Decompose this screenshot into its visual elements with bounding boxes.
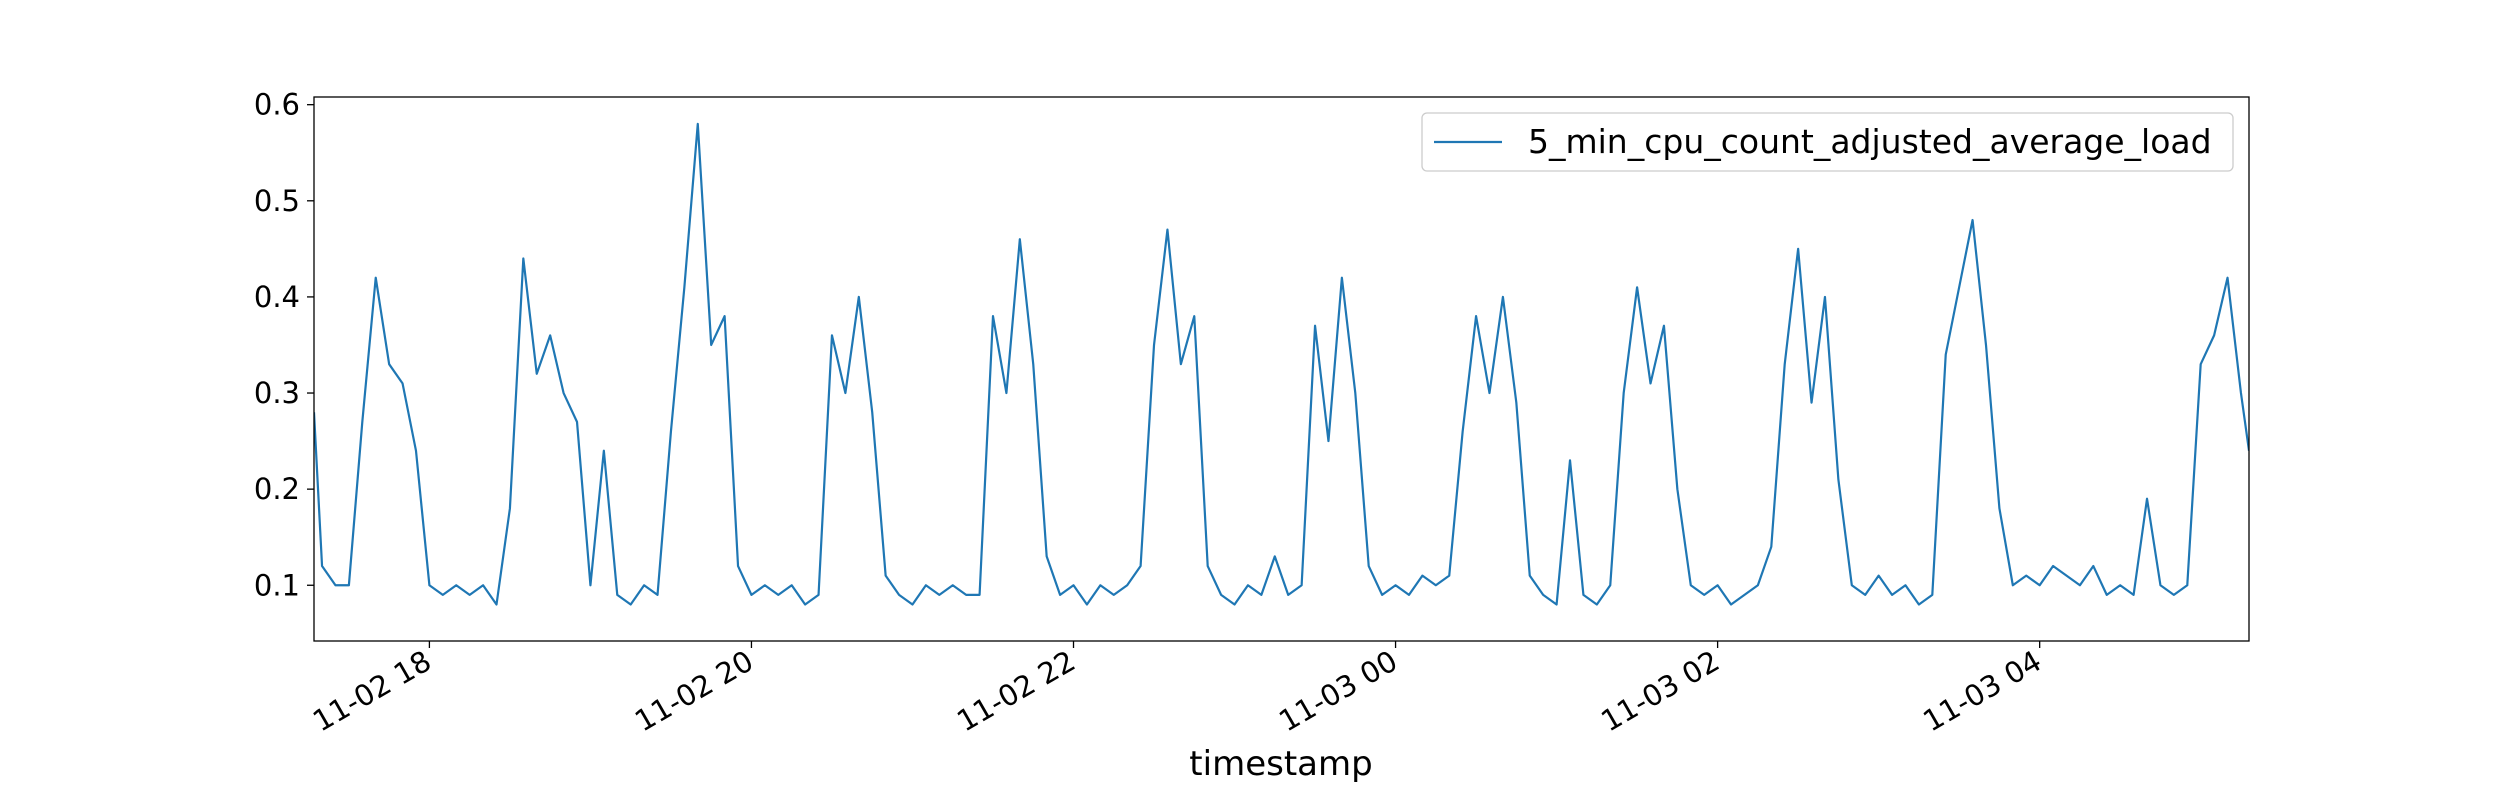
legend-box	[1421, 112, 2234, 172]
y-tick-label: 0.1	[254, 568, 300, 602]
x-axis-label: timestamp	[1189, 744, 1372, 784]
y-tick-label: 0.4	[254, 280, 300, 314]
legend: 5_min_cpu_count_adjusted_average_load	[1421, 112, 2234, 172]
y-tick-label: 0.5	[254, 184, 300, 218]
y-tick-label: 0.3	[254, 376, 300, 410]
data-line	[314, 122, 2249, 606]
y-tick-label: 0.2	[254, 472, 300, 506]
y-tick-label: 0.6	[254, 88, 300, 122]
plot-frame	[313, 96, 2250, 642]
legend-label: 5_min_cpu_count_adjusted_average_load	[1528, 122, 2212, 161]
